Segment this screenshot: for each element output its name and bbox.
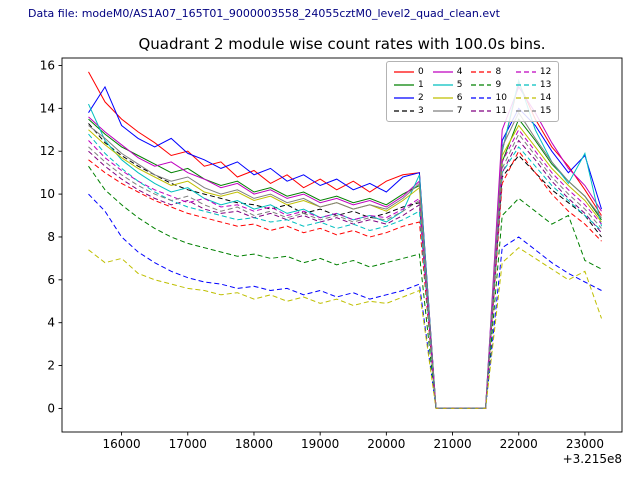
- legend-label: 14: [539, 93, 552, 103]
- legend-label: 4: [456, 67, 463, 77]
- legend-entry-7: 7: [432, 105, 463, 117]
- legend-label: 7: [456, 106, 463, 116]
- x-tick-label: 19000: [301, 437, 339, 451]
- y-tick-label: 14: [40, 101, 55, 115]
- legend-line-sample: [432, 110, 453, 112]
- y-tick-label: 10: [40, 187, 55, 201]
- series-line-13: [88, 133, 602, 409]
- legend-entry-8: 8: [471, 66, 506, 78]
- x-tick-label: 23000: [566, 437, 604, 451]
- axes-frame: [61, 57, 623, 433]
- legend-column: 12 13 14 15: [515, 66, 552, 117]
- x-tick-label: 20000: [367, 437, 405, 451]
- legend-line-sample: [394, 97, 414, 99]
- legend-line-sample: [471, 97, 492, 99]
- legend-label: 11: [495, 106, 507, 116]
- y-tick-label: 16: [40, 59, 55, 73]
- series-line-11: [88, 139, 602, 409]
- legend-label: 3: [418, 106, 424, 116]
- series-line-7: [88, 111, 602, 409]
- legend-entry-13: 13: [515, 79, 552, 91]
- series-line-4: [88, 85, 602, 409]
- y-tick-label: 4: [47, 316, 55, 330]
- legend-column: 0 1 2 3: [394, 66, 424, 117]
- series-line-9: [88, 165, 602, 409]
- y-tick-label: 2: [47, 359, 55, 373]
- legend-label: 13: [539, 80, 552, 90]
- x-tick-label: 18000: [235, 437, 273, 451]
- y-tick-label: 8: [47, 230, 55, 244]
- x-tick-label: 17000: [169, 437, 207, 451]
- legend-label: 2: [418, 93, 424, 103]
- legend-line-sample: [471, 110, 492, 112]
- legend-entry-0: 0: [394, 66, 424, 78]
- series-line-8: [88, 150, 602, 409]
- legend-entry-5: 5: [432, 79, 463, 91]
- legend-entry-14: 14: [515, 92, 552, 104]
- legend-line-sample: [515, 110, 536, 112]
- legend-column: 8 9 10 11: [471, 66, 507, 117]
- legend-line-sample: [471, 71, 492, 73]
- series-line-5: [88, 78, 602, 409]
- legend-column: 4 5 6 7: [432, 66, 463, 117]
- data-file-label: Data file: modeM0/AS1A07_165T01_90000035…: [28, 7, 500, 20]
- y-tick-label: 6: [47, 273, 55, 287]
- legend-label: 1: [418, 80, 424, 90]
- series-line-3: [88, 123, 602, 409]
- chart-title: Quadrant 2 module wise count rates with …: [138, 35, 546, 53]
- legend-line-sample: [432, 97, 453, 99]
- legend-line-sample: [394, 71, 414, 73]
- y-tick-label: 0: [47, 401, 55, 415]
- series-line-15: [88, 133, 602, 409]
- legend-entry-11: 11: [471, 105, 507, 117]
- legend-label: 9: [495, 80, 502, 90]
- legend-entry-12: 12: [515, 66, 552, 78]
- legend-label: 0: [418, 67, 424, 77]
- legend-label: 10: [495, 93, 507, 103]
- series-line-12: [88, 128, 602, 409]
- legend-label: 6: [456, 93, 463, 103]
- legend-label: 8: [495, 67, 502, 77]
- x-tick-label: 22000: [500, 437, 538, 451]
- legend-line-sample: [432, 71, 453, 73]
- legend-entry-9: 9: [471, 79, 506, 91]
- x-axis-offset-label: +3.215e8: [562, 452, 622, 466]
- series-line-10: [88, 193, 602, 409]
- series-line-14: [88, 247, 602, 409]
- legend-entry-4: 4: [432, 66, 463, 78]
- series-line-6: [88, 124, 602, 409]
- legend: 0 1 2 3 4 5 6 7 8 9 10 11 12 13 14 15: [386, 61, 560, 122]
- legend-entry-6: 6: [432, 92, 463, 104]
- legend-label: 5: [456, 80, 463, 90]
- legend-label: 15: [539, 106, 552, 116]
- legend-entry-3: 3: [394, 105, 424, 117]
- legend-line-sample: [515, 71, 536, 73]
- series-line-1: [88, 118, 602, 409]
- legend-entry-1: 1: [394, 79, 424, 91]
- series-line-2: [88, 85, 602, 409]
- legend-entry-10: 10: [471, 92, 507, 104]
- legend-line-sample: [394, 110, 414, 112]
- legend-line-sample: [515, 84, 536, 86]
- legend-line-sample: [394, 84, 414, 86]
- legend-entry-15: 15: [515, 105, 552, 117]
- legend-label: 12: [539, 67, 552, 77]
- legend-entry-2: 2: [394, 92, 424, 104]
- x-tick-label: 16000: [102, 437, 140, 451]
- y-tick-label: 12: [40, 144, 55, 158]
- legend-line-sample: [515, 97, 536, 99]
- x-tick-label: 21000: [433, 437, 471, 451]
- legend-line-sample: [432, 84, 453, 86]
- legend-line-sample: [471, 84, 492, 86]
